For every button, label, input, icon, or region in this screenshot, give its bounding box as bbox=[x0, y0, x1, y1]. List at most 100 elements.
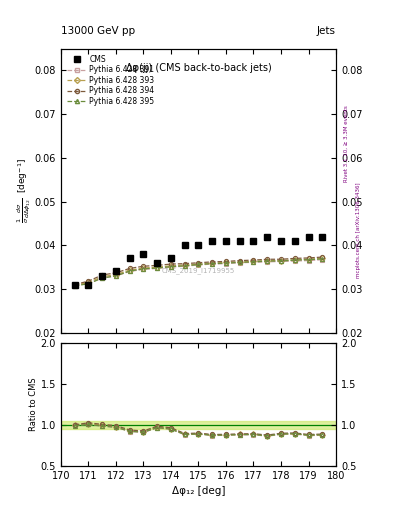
X-axis label: Δφ₁₂ [deg]: Δφ₁₂ [deg] bbox=[172, 486, 225, 496]
Pythia 6.428 393 bbox=[86, 280, 91, 286]
Text: 13000 GeV pp: 13000 GeV pp bbox=[61, 26, 135, 36]
Pythia 6.428 394 bbox=[210, 259, 215, 265]
Pythia 6.428 393 bbox=[224, 259, 228, 265]
Text: CMS_2019_I1719955: CMS_2019_I1719955 bbox=[162, 267, 235, 273]
Line: Pythia 6.428 394: Pythia 6.428 394 bbox=[73, 255, 324, 287]
Pythia 6.428 395 bbox=[306, 257, 311, 263]
Pythia 6.428 393 bbox=[306, 256, 311, 262]
CMS bbox=[279, 238, 283, 244]
CMS bbox=[155, 260, 160, 266]
Pythia 6.428 391 bbox=[127, 268, 132, 274]
Pythia 6.428 393 bbox=[210, 260, 215, 266]
Pythia 6.428 395 bbox=[224, 260, 228, 266]
Pythia 6.428 391 bbox=[210, 261, 215, 267]
Pythia 6.428 394 bbox=[72, 282, 77, 288]
Bar bbox=[61, 421, 336, 429]
Pythia 6.428 394 bbox=[155, 262, 160, 268]
Text: Jets: Jets bbox=[317, 26, 336, 36]
CMS bbox=[182, 242, 187, 248]
Pythia 6.428 393 bbox=[292, 257, 297, 263]
Pythia 6.428 391 bbox=[265, 259, 270, 265]
Line: Pythia 6.428 391: Pythia 6.428 391 bbox=[73, 258, 324, 288]
Line: Pythia 6.428 393: Pythia 6.428 393 bbox=[73, 257, 324, 288]
CMS bbox=[306, 233, 311, 240]
Pythia 6.428 395 bbox=[237, 259, 242, 265]
Pythia 6.428 394 bbox=[169, 261, 173, 267]
Pythia 6.428 394 bbox=[292, 255, 297, 262]
Pythia 6.428 395 bbox=[210, 261, 215, 267]
Pythia 6.428 391 bbox=[169, 264, 173, 270]
Pythia 6.428 394 bbox=[196, 260, 201, 266]
CMS bbox=[169, 255, 173, 262]
Pythia 6.428 393 bbox=[100, 273, 105, 280]
CMS bbox=[320, 233, 325, 240]
CMS bbox=[224, 238, 228, 244]
Pythia 6.428 393 bbox=[72, 283, 77, 289]
Pythia 6.428 391 bbox=[320, 257, 325, 263]
CMS bbox=[251, 238, 256, 244]
Pythia 6.428 391 bbox=[72, 283, 77, 289]
Text: Rivet 3.1.10, ≥ 3.3M events: Rivet 3.1.10, ≥ 3.3M events bbox=[344, 105, 349, 182]
Pythia 6.428 391 bbox=[292, 258, 297, 264]
Pythia 6.428 393 bbox=[320, 255, 325, 262]
Pythia 6.428 395 bbox=[320, 256, 325, 262]
Pythia 6.428 394 bbox=[237, 258, 242, 264]
CMS bbox=[196, 242, 201, 248]
Pythia 6.428 395 bbox=[155, 265, 160, 271]
Pythia 6.428 391 bbox=[100, 275, 105, 281]
Y-axis label: Ratio to CMS: Ratio to CMS bbox=[29, 377, 38, 431]
Pythia 6.428 394 bbox=[100, 272, 105, 278]
Pythia 6.428 391 bbox=[114, 273, 118, 279]
CMS bbox=[86, 282, 91, 288]
Pythia 6.428 391 bbox=[141, 266, 146, 272]
Pythia 6.428 394 bbox=[86, 278, 91, 284]
Pythia 6.428 393 bbox=[196, 261, 201, 267]
CMS bbox=[100, 273, 105, 279]
Pythia 6.428 391 bbox=[224, 261, 228, 267]
CMS bbox=[292, 238, 297, 244]
CMS bbox=[72, 282, 77, 288]
CMS bbox=[141, 251, 146, 257]
Pythia 6.428 393 bbox=[279, 258, 283, 264]
Pythia 6.428 395 bbox=[182, 263, 187, 269]
Pythia 6.428 393 bbox=[127, 267, 132, 273]
Pythia 6.428 391 bbox=[306, 258, 311, 264]
Pythia 6.428 395 bbox=[169, 264, 173, 270]
Pythia 6.428 395 bbox=[114, 273, 118, 279]
Legend: CMS, Pythia 6.428 391, Pythia 6.428 393, Pythia 6.428 394, Pythia 6.428 395: CMS, Pythia 6.428 391, Pythia 6.428 393,… bbox=[65, 52, 156, 108]
Pythia 6.428 394 bbox=[320, 254, 325, 260]
CMS bbox=[114, 268, 118, 274]
Pythia 6.428 393 bbox=[155, 264, 160, 270]
Pythia 6.428 393 bbox=[114, 271, 118, 278]
Pythia 6.428 395 bbox=[196, 262, 201, 268]
Pythia 6.428 391 bbox=[237, 260, 242, 266]
Pythia 6.428 395 bbox=[141, 266, 146, 272]
Pythia 6.428 391 bbox=[182, 263, 187, 269]
Pythia 6.428 395 bbox=[127, 268, 132, 274]
Pythia 6.428 395 bbox=[279, 258, 283, 264]
Pythia 6.428 394 bbox=[265, 256, 270, 262]
CMS bbox=[127, 255, 132, 262]
Pythia 6.428 393 bbox=[169, 263, 173, 269]
Pythia 6.428 394 bbox=[114, 270, 118, 276]
Pythia 6.428 391 bbox=[251, 259, 256, 265]
Pythia 6.428 395 bbox=[251, 259, 256, 265]
Pythia 6.428 393 bbox=[265, 258, 270, 264]
Pythia 6.428 394 bbox=[182, 261, 187, 267]
Line: Pythia 6.428 395: Pythia 6.428 395 bbox=[73, 257, 324, 288]
Pythia 6.428 391 bbox=[155, 265, 160, 271]
Pythia 6.428 394 bbox=[141, 263, 146, 269]
Pythia 6.428 394 bbox=[127, 265, 132, 271]
Pythia 6.428 395 bbox=[72, 283, 77, 289]
Pythia 6.428 395 bbox=[292, 257, 297, 263]
Pythia 6.428 393 bbox=[237, 259, 242, 265]
Pythia 6.428 394 bbox=[224, 259, 228, 265]
CMS bbox=[265, 233, 270, 240]
Pythia 6.428 393 bbox=[251, 259, 256, 265]
Pythia 6.428 391 bbox=[86, 281, 91, 287]
Text: mcplots.cern.ch [arXiv:1306.3436]: mcplots.cern.ch [arXiv:1306.3436] bbox=[356, 183, 361, 278]
Pythia 6.428 394 bbox=[251, 257, 256, 263]
Text: Δφ(jj) (CMS back-to-back jets): Δφ(jj) (CMS back-to-back jets) bbox=[126, 63, 271, 73]
Pythia 6.428 394 bbox=[306, 255, 311, 261]
CMS bbox=[237, 238, 242, 244]
